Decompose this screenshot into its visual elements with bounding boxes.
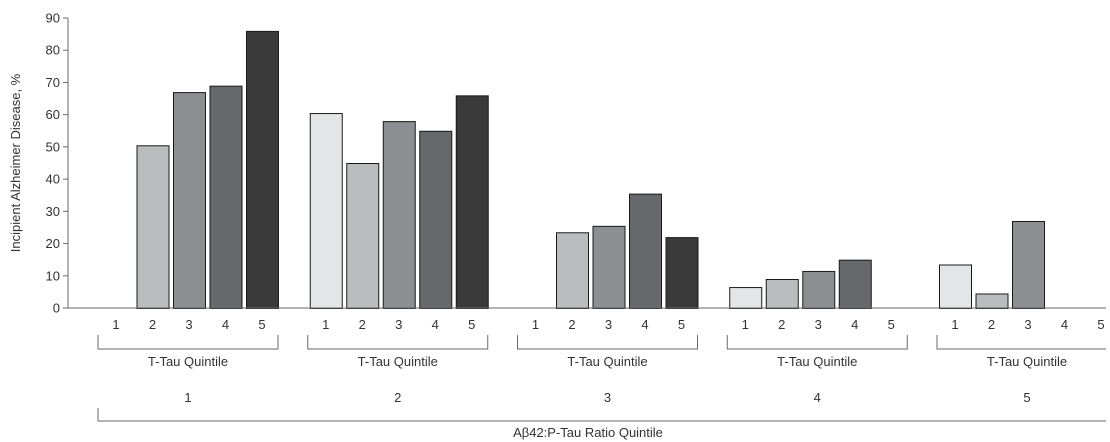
bar: [939, 264, 972, 309]
subgroup-label: T-Tau Quintile: [567, 354, 647, 369]
subgroup-label: T-Tau Quintile: [148, 354, 228, 369]
bar: [802, 270, 836, 310]
group-label: 1: [184, 390, 191, 405]
subgroup-bracket: [97, 335, 279, 350]
x-tick-label: 2: [568, 317, 575, 332]
y-tick-label: 30: [46, 204, 60, 219]
y-tick-label: 80: [46, 43, 60, 58]
bar: [209, 85, 243, 309]
x-axis: 1 2 3 4 5 T-Tau Quintile 1 1 2 3 4 5 T-Tau Quintile 2…: [68, 307, 1106, 422]
bar: [556, 232, 589, 309]
bar: [136, 145, 170, 309]
x-tick-label: 4: [1061, 317, 1068, 332]
subgroup-label: T-Tau Quintile: [777, 354, 857, 369]
y-axis: 0 10 20 30 40 50 60 70 80 90: [46, 11, 69, 316]
bars: [136, 30, 1045, 310]
x-tick-label: 1: [322, 317, 329, 332]
bar: [975, 293, 1009, 309]
y-tick-label: 10: [46, 268, 60, 283]
group-label: 3: [604, 390, 611, 405]
bar: [1012, 221, 1045, 309]
x-tick-label: 4: [432, 317, 439, 332]
x-tick-label: 1: [532, 317, 539, 332]
x-tick-label: 2: [359, 317, 366, 332]
x-tick-label: 3: [1024, 317, 1031, 332]
bar: [592, 225, 626, 309]
bar: [309, 113, 343, 309]
y-tick-label: 40: [46, 172, 60, 187]
x-tick-label: 2: [778, 317, 785, 332]
group-label: 4: [814, 390, 821, 405]
x-tick-label: 4: [851, 317, 858, 332]
x-axis-label: Aβ42:P-Tau Ratio Quintile: [513, 425, 663, 440]
x-tick-label: 5: [468, 317, 475, 332]
group-label: 2: [394, 390, 401, 405]
bar: [838, 259, 872, 309]
bar: [173, 92, 206, 309]
x-tick-label: 4: [641, 317, 648, 332]
bar: [629, 193, 662, 309]
x-tick-label: 5: [678, 317, 685, 332]
bar: [419, 130, 453, 309]
bar: [455, 95, 489, 310]
x-tick-label: 5: [258, 317, 265, 332]
x-tick-label: 3: [395, 317, 402, 332]
subgroup-bracket: [517, 335, 698, 350]
x-tick-label: 5: [1097, 317, 1104, 332]
x-tick-label: 5: [888, 317, 895, 332]
y-tick-label: 70: [46, 75, 60, 90]
x-tick-label: 3: [815, 317, 822, 332]
group-bracket: [97, 408, 1106, 422]
x-tick-label: 2: [988, 317, 995, 332]
y-axis-label: Incipient Alzheimer Disease, %: [8, 73, 23, 252]
x-tick-label: 1: [742, 317, 749, 332]
x-tick-label: 3: [185, 317, 192, 332]
bar: [729, 287, 763, 309]
subgroup-label: T-Tau Quintile: [358, 354, 438, 369]
subgroup-label: T-Tau Quintile: [987, 354, 1067, 369]
subgroup-bracket: [307, 335, 489, 350]
bar: [346, 163, 380, 309]
bar: [382, 121, 416, 309]
y-tick-label: 20: [46, 236, 60, 251]
x-tick-label: 4: [222, 317, 229, 332]
y-tick-label: 0: [53, 301, 60, 316]
y-tick-label: 90: [46, 11, 60, 26]
x-tick-label: 1: [112, 317, 119, 332]
y-tick-label: 50: [46, 139, 60, 154]
group-label: 5: [1023, 390, 1030, 405]
subgroup-bracket: [726, 335, 908, 350]
bar: [665, 237, 699, 309]
bar: [246, 30, 279, 310]
x-tick-label: 2: [149, 317, 156, 332]
subgroup-bracket: [936, 335, 1106, 350]
bar: [765, 279, 799, 309]
y-tick-label: 60: [46, 107, 60, 122]
x-tick-label: 1: [951, 317, 958, 332]
x-tick-label: 3: [605, 317, 612, 332]
